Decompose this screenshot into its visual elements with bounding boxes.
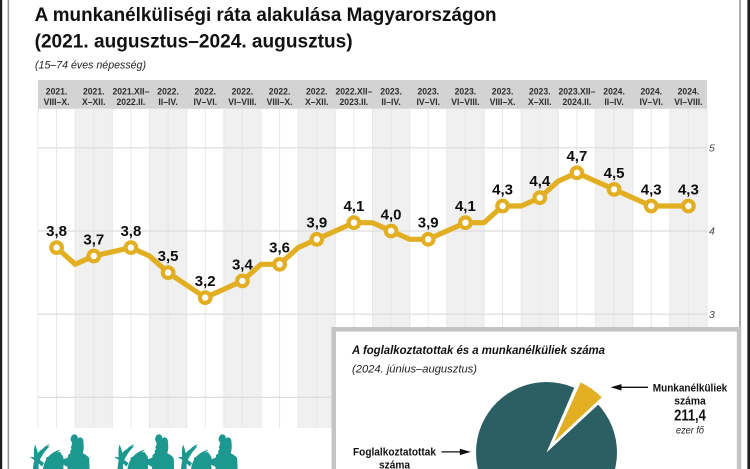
svg-text:3,9: 3,9 <box>418 215 439 232</box>
svg-text:ezer fő: ezer fő <box>676 424 704 436</box>
svg-text:IV–VI.: IV–VI. <box>640 96 663 107</box>
svg-text:4,1: 4,1 <box>343 198 364 215</box>
svg-text:VI–VIII.: VI–VIII. <box>674 96 702 107</box>
svg-text:2022.: 2022. <box>157 86 179 97</box>
svg-text:3,2: 3,2 <box>195 273 216 290</box>
svg-text:4,3: 4,3 <box>641 181 662 198</box>
svg-text:2023.: 2023. <box>417 86 439 97</box>
svg-text:VIII–X.: VIII–X. <box>490 96 516 107</box>
svg-text:3: 3 <box>709 309 715 321</box>
svg-text:2024.: 2024. <box>603 86 625 97</box>
svg-text:2022.: 2022. <box>194 86 216 97</box>
svg-text:2023.: 2023. <box>529 86 551 97</box>
svg-text:3,8: 3,8 <box>120 223 141 240</box>
svg-text:2021.XII–: 2021.XII– <box>112 86 149 97</box>
svg-text:4,3: 4,3 <box>492 181 513 198</box>
svg-text:(2024. június–augusztus): (2024. június–augusztus) <box>352 364 477 376</box>
svg-text:VIII–X.: VIII–X. <box>44 96 70 107</box>
svg-text:2023.XII–: 2023.XII– <box>558 86 595 97</box>
svg-text:4,3: 4,3 <box>678 181 699 198</box>
svg-text:II–IV.: II–IV. <box>158 96 177 107</box>
svg-text:A foglalkoztatottak és a munka: A foglalkoztatottak és a munkanélküliek … <box>351 345 606 357</box>
svg-text:II–IV.: II–IV. <box>604 96 623 107</box>
svg-text:A munkanélküliségi ráta alakul: A munkanélküliségi ráta alakulása Magyar… <box>35 5 497 26</box>
svg-text:4,4: 4,4 <box>529 173 551 190</box>
svg-text:(15–74 éves népesség): (15–74 éves népesség) <box>35 59 146 71</box>
svg-text:2022.XII–: 2022.XII– <box>335 86 372 97</box>
svg-text:VIII–X.: VIII–X. <box>267 96 293 107</box>
svg-text:2022.: 2022. <box>306 86 328 97</box>
svg-text:4,7: 4,7 <box>566 148 587 165</box>
svg-text:VI–VIII.: VI–VIII. <box>228 96 256 107</box>
svg-text:2024.: 2024. <box>640 86 662 97</box>
svg-text:2021.: 2021. <box>46 86 68 97</box>
svg-text:X–XII.: X–XII. <box>82 96 105 107</box>
svg-text:II–IV.: II–IV. <box>381 96 400 107</box>
svg-text:4,0: 4,0 <box>381 206 402 223</box>
svg-text:2022.II.: 2022.II. <box>117 96 146 107</box>
svg-text:Munkanélküliek: Munkanélküliek <box>653 382 728 394</box>
svg-text:3,7: 3,7 <box>83 231 104 248</box>
svg-text:száma: száma <box>674 396 706 408</box>
svg-text:211,4: 211,4 <box>674 408 706 425</box>
svg-text:X–XII.: X–XII. <box>528 96 551 107</box>
svg-text:2023.: 2023. <box>380 86 402 97</box>
svg-text:2024.: 2024. <box>678 86 700 97</box>
svg-text:IV–VI.: IV–VI. <box>194 96 217 107</box>
svg-text:2022.: 2022. <box>232 86 254 97</box>
svg-text:2024.II.: 2024.II. <box>563 96 592 107</box>
svg-text:3,6: 3,6 <box>269 240 290 257</box>
svg-text:(2021. augusztus–2024. auguszt: (2021. augusztus–2024. augusztus) <box>35 31 353 52</box>
svg-text:2023.: 2023. <box>492 86 514 97</box>
svg-text:4,5: 4,5 <box>604 165 625 182</box>
svg-text:X–XII.: X–XII. <box>305 96 328 107</box>
svg-text:2023.: 2023. <box>455 86 477 97</box>
svg-text:4: 4 <box>709 226 715 238</box>
svg-text:2021.: 2021. <box>83 86 105 97</box>
svg-text:3,4: 3,4 <box>232 256 254 273</box>
svg-text:2023.II.: 2023.II. <box>340 96 369 107</box>
svg-text:3,5: 3,5 <box>158 248 179 265</box>
svg-text:IV–VI.: IV–VI. <box>417 96 440 107</box>
svg-text:3,9: 3,9 <box>306 215 327 232</box>
svg-text:VI–VIII.: VI–VIII. <box>451 96 479 107</box>
svg-text:5: 5 <box>709 142 715 154</box>
svg-text:Foglalkoztatottak: Foglalkoztatottak <box>353 446 437 458</box>
svg-text:száma: száma <box>379 459 411 469</box>
svg-text:2022.: 2022. <box>269 86 291 97</box>
svg-text:3,8: 3,8 <box>46 223 67 240</box>
svg-text:4,1: 4,1 <box>455 198 476 215</box>
